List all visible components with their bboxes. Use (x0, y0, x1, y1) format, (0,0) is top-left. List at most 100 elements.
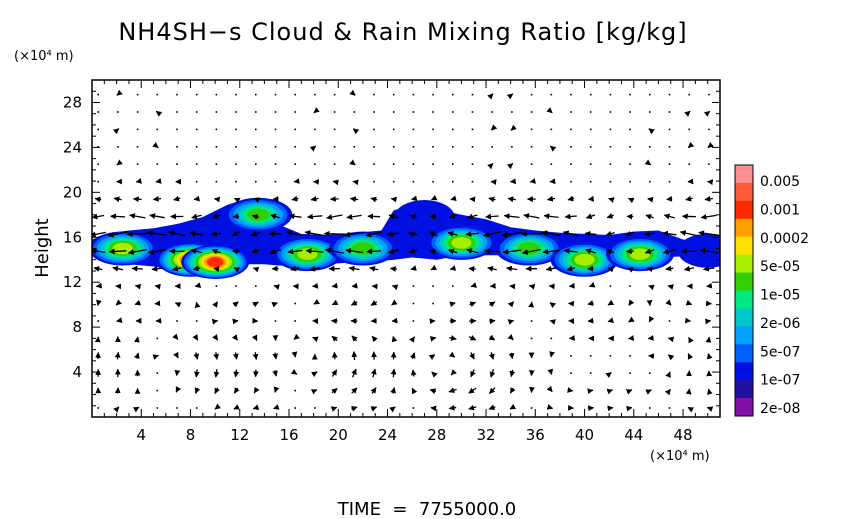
wind-arrow (489, 369, 496, 378)
wind-arrow (567, 195, 575, 202)
wind-arrow (549, 319, 556, 325)
wind-dot (156, 372, 159, 374)
wind-arrow (501, 231, 522, 238)
wind-arrow (192, 265, 201, 272)
wind-dot (530, 111, 533, 113)
wind-arrow (391, 299, 398, 306)
wind-dot (333, 111, 336, 113)
colorbar-label: 0.005 (760, 174, 800, 190)
wind-arrow (408, 231, 418, 237)
wind-dot (432, 146, 434, 148)
wind-dot (255, 285, 257, 287)
wind-arrow (233, 404, 240, 410)
wind-dot (373, 111, 375, 113)
wind-arrow (488, 301, 496, 308)
wind-arrow (665, 265, 674, 272)
wind-arrow (305, 248, 324, 254)
wind-arrow (370, 300, 378, 306)
wind-arrow (272, 370, 278, 377)
wind-dot (432, 111, 434, 113)
wind-arrow (468, 335, 477, 341)
wind-dot (235, 146, 237, 148)
wind-dot (668, 407, 671, 409)
wind-arrow (132, 406, 140, 413)
wind-dot (373, 128, 375, 131)
wind-arrow (214, 403, 221, 410)
wind-arrow (212, 334, 219, 341)
colorbar-swatch (735, 398, 753, 417)
wind-arrow (411, 387, 418, 395)
colorbar-swatch (735, 290, 753, 309)
wind-dot (215, 111, 218, 113)
wind-dot (392, 111, 395, 113)
wind-arrow (232, 352, 239, 360)
wind-dot (452, 163, 454, 165)
wind-arrow (411, 195, 418, 202)
wind-arrow (644, 159, 652, 166)
wind-arrow (193, 369, 200, 378)
wind-dot (274, 320, 277, 322)
wind-arrow (129, 213, 146, 219)
wind-arrow (232, 318, 239, 325)
wind-dot (294, 302, 296, 305)
wind-arrow (428, 354, 436, 361)
colorbar-label: 0.0002 (760, 231, 809, 247)
wind-dot (156, 128, 159, 131)
wind-dot (550, 163, 553, 165)
wind-dot (274, 111, 277, 113)
axis-ticks (92, 80, 720, 417)
wind-arrow (448, 351, 456, 358)
x-tick-label: 4 (136, 426, 146, 444)
wind-arrow (371, 351, 377, 360)
wind-arrow (309, 265, 321, 272)
wind-arrow (698, 230, 720, 237)
wind-arrow (152, 195, 162, 202)
wind-dot (412, 180, 415, 183)
wind-dot (156, 93, 159, 96)
wind-arrow (155, 110, 163, 117)
wind-dot (294, 389, 296, 392)
wind-arrow (116, 317, 123, 323)
wind-dot (176, 407, 178, 409)
wind-arrow (92, 213, 105, 220)
x-tick-label: 8 (186, 426, 196, 444)
wind-arrow (666, 195, 673, 202)
wind-dot (255, 111, 257, 113)
wind-arrow (304, 230, 325, 237)
wind-arrow (466, 248, 479, 254)
wind-dot (668, 128, 671, 131)
wind-dot (550, 128, 553, 131)
y-tick-label: 16 (63, 228, 82, 246)
wind-arrow (645, 214, 654, 220)
wind-arrow (250, 230, 261, 237)
wind-arrow (448, 404, 457, 411)
wind-dot (136, 111, 139, 113)
wind-arrow (213, 266, 220, 273)
wind-arrow (410, 369, 417, 377)
y-tick-label: 8 (72, 318, 82, 336)
wind-dot (432, 302, 434, 305)
wind-dot (530, 337, 533, 340)
wind-arrow (387, 231, 400, 237)
wind-arrow (450, 195, 457, 202)
wind-arrow (667, 284, 674, 290)
wind-arrow (428, 231, 438, 237)
wind-dot (452, 111, 454, 113)
wind-dot (471, 146, 474, 148)
wind-arrow (389, 406, 396, 413)
wind-dot (570, 180, 572, 183)
wind-dot (235, 111, 237, 113)
wind-arrow (331, 335, 338, 342)
wind-dot (235, 285, 237, 287)
wind-arrow (507, 301, 515, 308)
wind-arrow (332, 179, 339, 186)
wind-arrow (291, 195, 299, 202)
wind-dot (629, 355, 631, 357)
wind-dot (176, 128, 178, 131)
wind-arrow (351, 368, 357, 378)
wind-arrow (93, 266, 103, 272)
wind-arrow (663, 213, 675, 220)
wind-dot (195, 407, 198, 409)
x-tick-label: 32 (476, 426, 495, 444)
